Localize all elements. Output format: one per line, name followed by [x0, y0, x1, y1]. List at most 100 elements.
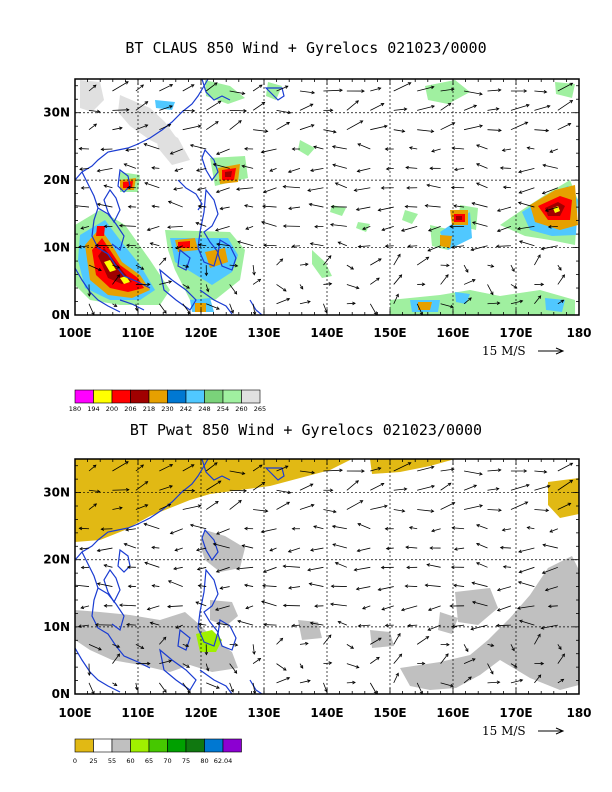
wind-vector-head: [233, 290, 238, 295]
wind-vector-head: [310, 548, 314, 552]
wind-vector-head: [151, 204, 156, 209]
wind-vector-head: [490, 264, 495, 268]
wind-vector: [354, 187, 371, 191]
wind-vector: [557, 644, 562, 650]
wind-vector: [454, 547, 465, 550]
wind-vector-head: [479, 504, 484, 508]
wind-vector-head: [77, 245, 82, 249]
wind-vector: [369, 682, 377, 694]
wind-vector: [356, 586, 371, 590]
wind-vector-head: [569, 82, 574, 86]
wind-vector-head: [339, 88, 343, 93]
wind-vector: [463, 644, 469, 652]
wind-vector: [542, 187, 558, 194]
lon-label: 140E: [310, 706, 343, 720]
wind-vector: [510, 121, 528, 131]
wind-vector: [425, 584, 441, 587]
wind-vector: [545, 206, 558, 212]
wind-vector-head: [241, 164, 246, 169]
colorbar-label: 60: [126, 757, 134, 765]
wind-vector: [463, 658, 476, 664]
wind-vector-head: [359, 500, 364, 504]
wind-vector-head: [257, 278, 262, 283]
wind-vector-head: [279, 258, 284, 263]
wind-vector-head: [519, 678, 524, 683]
wind-vector-head: [144, 504, 149, 508]
wind-vector-head: [407, 623, 411, 628]
wind-vector: [135, 101, 148, 111]
panel1-wind-vectors: [75, 81, 574, 315]
wind-vector: [510, 300, 523, 305]
wind-vector: [393, 509, 405, 512]
panel2-map: 100E 110E 120E 130E 140E 150E 160E 170E 180 0N 10…: [43, 458, 592, 765]
wind-vector-head: [516, 606, 521, 610]
wind-vector-head: [309, 103, 314, 107]
wind-vector: [487, 89, 501, 92]
wind-vector: [198, 623, 207, 626]
wind-vector-head: [230, 309, 234, 314]
wind-vector: [174, 547, 183, 551]
wind-vector-head: [524, 501, 529, 505]
wind-vector: [323, 283, 332, 285]
wind-vector-head: [311, 90, 316, 95]
wind-vector-head: [241, 471, 246, 476]
wind-vector-head: [282, 603, 287, 608]
wind-vector-head: [475, 182, 480, 186]
wind-vector: [431, 148, 441, 152]
wind-vector-head: [262, 584, 266, 588]
wind-vector: [323, 509, 337, 513]
wind-vector-head: [167, 503, 172, 507]
wind-vector: [229, 663, 238, 674]
wind-vector-head: [331, 524, 336, 529]
colorbar-swatch: [130, 389, 150, 404]
lat-label: 30N: [43, 486, 70, 500]
wind-vector: [497, 226, 512, 232]
wind-vector-head: [245, 226, 250, 230]
wind-vector: [252, 464, 263, 472]
wind-vector-head: [151, 545, 155, 550]
wind-vector-head: [327, 634, 332, 639]
wind-vector-head: [196, 187, 201, 192]
wind-vector: [237, 241, 254, 247]
wind-vector: [159, 257, 167, 266]
colorbar-label: 55: [108, 757, 116, 765]
colorbar-swatch: [167, 738, 187, 753]
wind-vector-head: [80, 226, 85, 230]
wind-vector-head: [205, 288, 210, 293]
wind-vector: [112, 507, 123, 510]
wind-vector: [244, 584, 254, 587]
wind-vector-head: [543, 90, 548, 94]
wind-vector-head: [431, 149, 435, 153]
wind-vector-head: [450, 87, 455, 92]
wind-vector-head: [377, 208, 382, 212]
wind-vector-head: [451, 624, 456, 629]
wind-vector: [393, 129, 405, 132]
lat-label: 10N: [43, 620, 70, 634]
wind-vector: [378, 206, 394, 211]
wind-vector: [175, 624, 183, 629]
wind-vector: [88, 264, 102, 271]
wind-vector-head: [143, 143, 148, 147]
wind-vector: [510, 663, 517, 668]
wind-vector: [454, 167, 465, 171]
wind-vector-head: [127, 584, 132, 589]
wind-vector: [472, 202, 488, 208]
wind-vector: [263, 624, 277, 626]
wind-vector: [299, 284, 304, 290]
wind-vector: [112, 81, 129, 92]
wind-vector-head: [524, 121, 529, 125]
lon-label: 100E: [58, 326, 91, 340]
wind-vector-head: [408, 526, 413, 530]
wind-vector-head: [287, 549, 292, 553]
wind-vector-head: [523, 89, 528, 93]
wind-vector: [205, 100, 222, 111]
wind-vector: [476, 182, 488, 189]
wind-vector: [152, 205, 160, 208]
wind-vector: [88, 643, 102, 651]
wind-vector-head: [334, 561, 339, 566]
wind-vector: [517, 226, 535, 230]
wind-vector: [416, 636, 429, 645]
wind-vector-head: [330, 204, 335, 209]
wind-vector-head: [430, 465, 435, 470]
panel1-colorbar: 180 194 200 206 218 230 242 248 254 260 265: [69, 389, 266, 413]
